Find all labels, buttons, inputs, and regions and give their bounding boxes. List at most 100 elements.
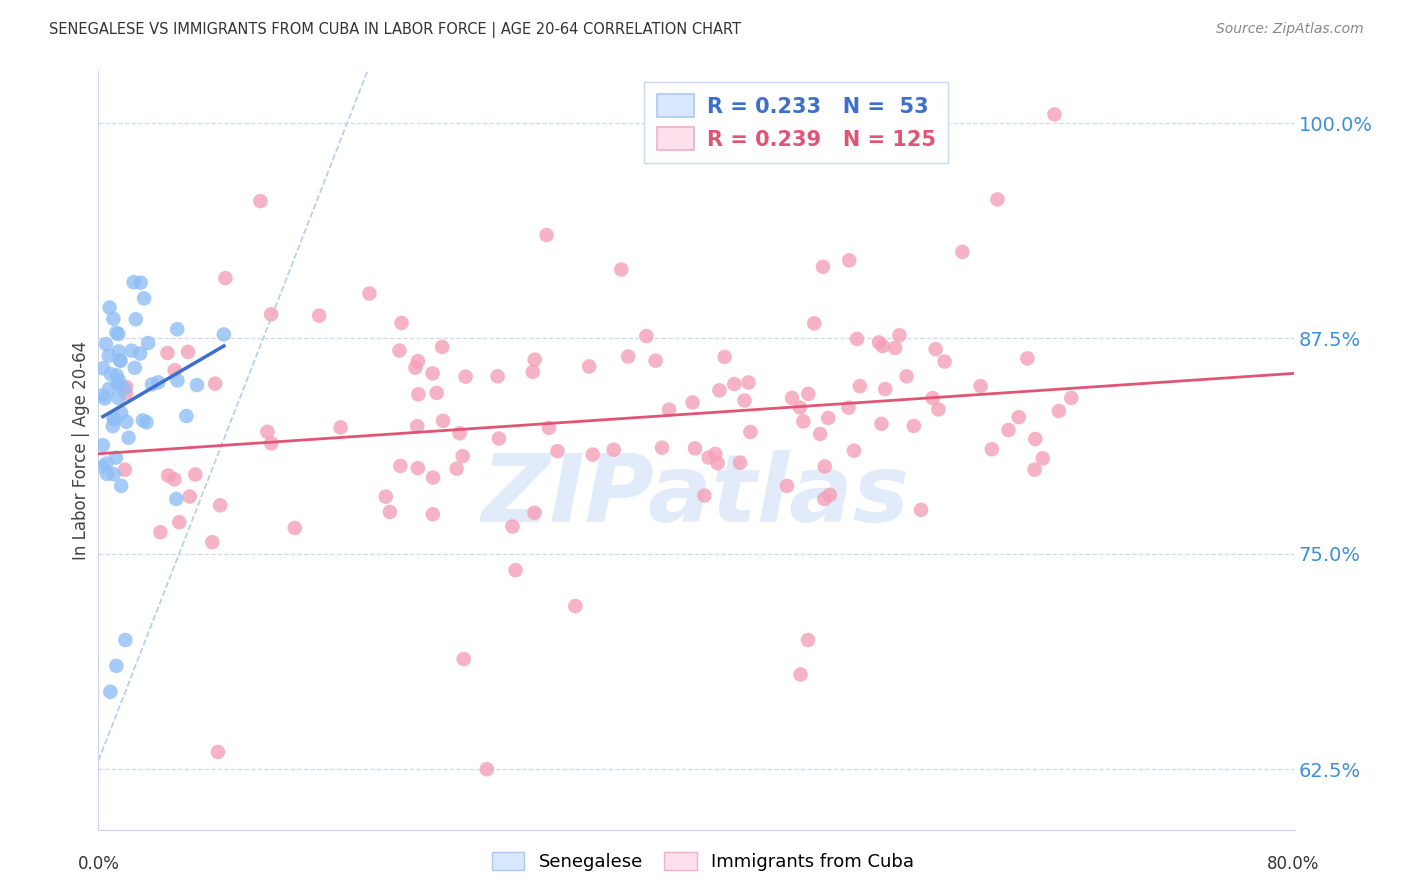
Legend: R = 0.233   N =  53, R = 0.239   N = 125: R = 0.233 N = 53, R = 0.239 N = 125 — [644, 82, 949, 162]
Point — [121, 343, 143, 358]
Point — [148, 376, 170, 390]
Point — [422, 507, 444, 521]
Point — [797, 387, 820, 401]
Point — [875, 382, 897, 396]
Point — [1024, 463, 1046, 477]
Point — [374, 490, 396, 504]
Point — [582, 448, 605, 462]
Point — [359, 286, 381, 301]
Text: 80.0%: 80.0% — [1267, 855, 1320, 872]
Point — [789, 667, 811, 681]
Point — [728, 456, 751, 470]
Point — [927, 402, 949, 417]
Point — [201, 535, 224, 549]
Point — [249, 194, 271, 208]
Point — [115, 380, 138, 394]
Point — [166, 374, 188, 388]
Point — [564, 599, 586, 613]
Point — [422, 367, 444, 381]
Point — [378, 505, 401, 519]
Point — [408, 387, 430, 401]
Point — [868, 335, 890, 350]
Point — [896, 369, 918, 384]
Point — [432, 414, 454, 428]
Point — [454, 369, 477, 384]
Point — [184, 467, 207, 482]
Point — [617, 350, 640, 364]
Point — [780, 391, 803, 405]
Point — [658, 402, 681, 417]
Point — [100, 367, 122, 381]
Point — [818, 488, 841, 502]
Point — [114, 463, 136, 477]
Point — [651, 441, 673, 455]
Point — [706, 456, 728, 470]
Point — [808, 427, 831, 442]
Point — [156, 346, 179, 360]
Point — [91, 361, 114, 376]
Text: ZIPatlas: ZIPatlas — [482, 450, 910, 542]
Point — [329, 420, 352, 434]
Point — [110, 406, 132, 420]
Point — [129, 346, 152, 360]
Point — [610, 262, 633, 277]
Point — [404, 360, 426, 375]
Point — [107, 391, 129, 405]
Point — [789, 401, 811, 415]
Point — [797, 633, 820, 648]
Point — [96, 467, 118, 481]
Point — [98, 301, 121, 315]
Point — [713, 350, 735, 364]
Point — [107, 327, 129, 342]
Point — [537, 421, 560, 435]
Point — [536, 228, 558, 243]
Point — [644, 353, 666, 368]
Point — [523, 352, 546, 367]
Point — [704, 447, 727, 461]
Point — [308, 309, 330, 323]
Point — [132, 413, 155, 427]
Y-axis label: In Labor Force | Age 20-64: In Labor Force | Age 20-64 — [72, 341, 90, 560]
Point — [136, 336, 159, 351]
Point — [446, 461, 468, 475]
Point — [110, 479, 132, 493]
Point — [256, 425, 278, 439]
Point — [176, 409, 198, 423]
Point — [813, 491, 835, 506]
Point — [903, 418, 925, 433]
Point — [260, 307, 283, 321]
Point — [950, 244, 973, 259]
Point — [105, 326, 128, 340]
Point — [849, 379, 872, 393]
Text: 0.0%: 0.0% — [77, 855, 120, 872]
Point — [814, 459, 837, 474]
Point — [803, 317, 825, 331]
Legend: Senegalese, Immigrants from Cuba: Senegalese, Immigrants from Cuba — [485, 845, 921, 879]
Point — [934, 354, 956, 368]
Point — [846, 332, 869, 346]
Point — [149, 525, 172, 540]
Point — [884, 341, 907, 355]
Point — [817, 411, 839, 425]
Text: SENEGALESE VS IMMIGRANTS FROM CUBA IN LABOR FORCE | AGE 20-64 CORRELATION CHART: SENEGALESE VS IMMIGRANTS FROM CUBA IN LA… — [49, 22, 741, 38]
Point — [207, 745, 229, 759]
Point — [432, 340, 454, 354]
Point — [486, 369, 509, 384]
Point — [125, 312, 148, 326]
Point — [101, 419, 124, 434]
Point — [103, 412, 125, 426]
Point — [98, 382, 121, 396]
Point — [523, 506, 546, 520]
Point — [97, 349, 120, 363]
Point — [872, 339, 894, 353]
Point — [177, 345, 200, 359]
Point — [165, 491, 187, 506]
Point — [683, 442, 706, 456]
Point — [135, 415, 157, 429]
Point — [129, 276, 152, 290]
Point — [91, 388, 114, 402]
Point — [997, 423, 1019, 437]
Point — [870, 417, 893, 431]
Point — [388, 343, 411, 358]
Point — [391, 316, 413, 330]
